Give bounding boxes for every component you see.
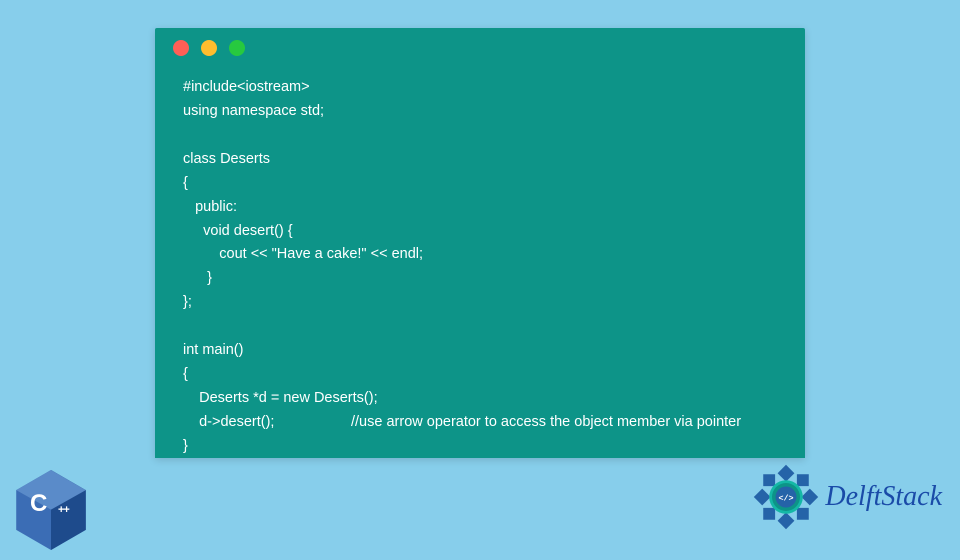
minimize-dot[interactable] (201, 40, 217, 56)
close-dot[interactable] (173, 40, 189, 56)
cpp-hexagon-icon (16, 470, 86, 550)
delftstack-logo: </> DelftStack (751, 462, 942, 532)
window-titlebar (155, 28, 805, 68)
cpp-letter: C (30, 490, 47, 518)
svg-text:</>: </> (779, 494, 794, 504)
code-window: #include<iostream> using namespace std; … (155, 28, 805, 458)
cpp-logo: C ++ (6, 460, 96, 560)
maximize-dot[interactable] (229, 40, 245, 56)
code-content: #include<iostream> using namespace std; … (155, 68, 805, 479)
cpp-plus: ++ (58, 504, 69, 516)
delftstack-emblem-icon: </> (751, 462, 821, 532)
delftstack-brand-text: DelftStack (825, 481, 942, 513)
